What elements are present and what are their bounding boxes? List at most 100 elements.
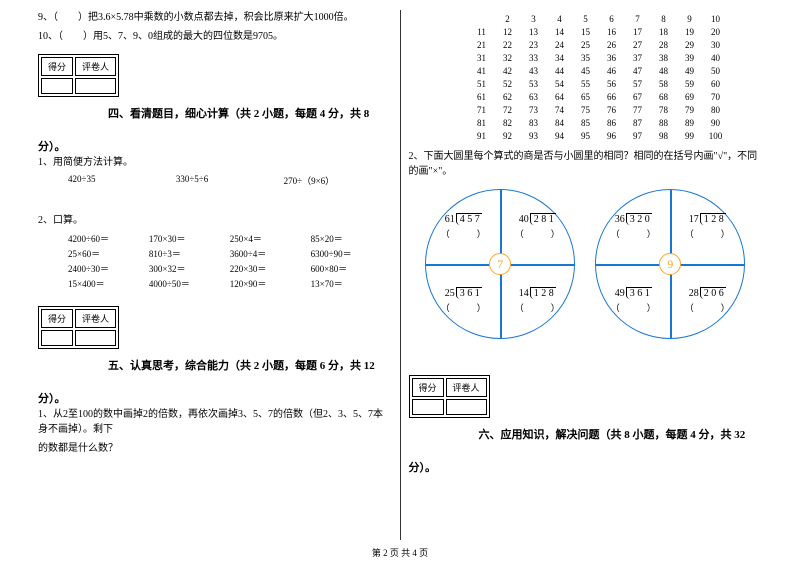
number-cell: 76 <box>599 105 625 115</box>
s5-2: 2、下面大圆里每个算式的商是否与小圆里的相同？相同的在括号内画"√"，不同的画"… <box>409 149 763 179</box>
circle-2: 9 363 2 0（ ） 171 2 8（ ） 493 6 1（ ） 282 0… <box>595 189 745 339</box>
quadrant: 253 6 1（ ） <box>426 264 500 338</box>
cell: 4200÷60＝ <box>68 232 149 245</box>
number-cell: 57 <box>625 79 651 89</box>
number-cell: 80 <box>703 105 729 115</box>
question-9: 9、（ ）把3.6×5.78中乘数的小数点都去掉，积会比原来扩大1000倍。 <box>38 10 392 25</box>
center-number-1: 7 <box>489 253 511 275</box>
calc-a: 420÷35 <box>68 174 176 187</box>
number-row: 919293949596979899100 <box>469 131 763 141</box>
number-cell: 83 <box>521 118 547 128</box>
number-cell: 56 <box>599 79 625 89</box>
answer-paren: （ ） <box>685 301 730 314</box>
number-cell: 34 <box>547 53 573 63</box>
number-cell: 12 <box>495 27 521 37</box>
number-row: 51525354555657585960 <box>469 79 763 89</box>
number-cell: 37 <box>625 53 651 63</box>
grader-cell <box>446 399 487 415</box>
division-expr: 282 0 6 <box>689 288 726 299</box>
number-row: 71727374757677787980 <box>469 105 763 115</box>
number-cell: 45 <box>573 66 599 76</box>
number-cell: 68 <box>651 92 677 102</box>
answer-paren: （ ） <box>515 301 560 314</box>
number-cell: 60 <box>703 79 729 89</box>
number-cell: 88 <box>651 118 677 128</box>
cell: 3600÷4＝ <box>230 247 311 260</box>
number-cell: 18 <box>651 27 677 37</box>
number-cell: 24 <box>547 40 573 50</box>
quadrant: 402 8 1（ ） <box>500 190 574 264</box>
cell: 2400÷30＝ <box>68 262 149 275</box>
section-4-row: 四、看清题目，细心计算（共 2 小题，每题 4 分，共 8 <box>38 106 392 123</box>
number-cell: 3 <box>521 14 547 24</box>
number-cell: 81 <box>469 118 495 128</box>
number-cell: 75 <box>573 105 599 115</box>
number-cell: 50 <box>703 66 729 76</box>
section-5-row: 五、认真思考，综合能力（共 2 小题，每题 6 分，共 12 <box>38 358 392 375</box>
number-cell: 16 <box>599 27 625 37</box>
cell: 25×60＝ <box>68 247 149 260</box>
number-row: 11121314151617181920 <box>469 27 763 37</box>
page-footer: 第 2 页 共 4 页 <box>0 546 800 559</box>
number-cell: 51 <box>469 79 495 89</box>
number-cell: 41 <box>469 66 495 76</box>
number-cell: 38 <box>651 53 677 63</box>
number-cell: 10 <box>703 14 729 24</box>
number-cell: 64 <box>547 92 573 102</box>
division-expr: 253 6 1 <box>445 288 482 299</box>
cell: 13×70＝ <box>311 277 392 290</box>
number-cell: 21 <box>469 40 495 50</box>
cell: 600×80＝ <box>311 262 392 275</box>
cell: 170×30＝ <box>149 232 230 245</box>
number-cell: 65 <box>573 92 599 102</box>
number-cell: 91 <box>469 131 495 141</box>
number-cell: 55 <box>573 79 599 89</box>
number-cell: 90 <box>703 118 729 128</box>
section-4-title: 四、看清题目，细心计算（共 2 小题，每题 4 分，共 8 <box>108 106 369 123</box>
number-cell: 95 <box>573 131 599 141</box>
center-number-2: 9 <box>659 253 681 275</box>
left-column: 9、（ ）把3.6×5.78中乘数的小数点都去掉，积会比原来扩大1000倍。 1… <box>30 10 401 540</box>
number-cell: 25 <box>573 40 599 50</box>
quadrant: 614 5 7（ ） <box>426 190 500 264</box>
question-10: 10、（ ）用5、7、9、0组成的最大的四位数是9705。 <box>38 29 392 44</box>
cell: 120×90＝ <box>230 277 311 290</box>
quadrant: 493 6 1（ ） <box>596 264 670 338</box>
number-cell: 73 <box>521 105 547 115</box>
number-row: 81828384858687888990 <box>469 118 763 128</box>
number-cell: 8 <box>651 14 677 24</box>
s4-1: 1、用简便方法计算。 <box>38 155 392 170</box>
number-cell: 20 <box>703 27 729 37</box>
number-cell: 52 <box>495 79 521 89</box>
cell: 220×30＝ <box>230 262 311 275</box>
number-cell: 46 <box>599 66 625 76</box>
number-cell: 86 <box>599 118 625 128</box>
number-cell: 69 <box>677 92 703 102</box>
number-cell: 39 <box>677 53 703 63</box>
number-cell: 79 <box>677 105 703 115</box>
score-box-5: 得分评卷人 <box>38 306 119 349</box>
oral-row-3: 2400÷30＝300×32＝220×30＝600×80＝ <box>68 262 392 275</box>
answer-paren: （ ） <box>611 301 656 314</box>
number-cell: 89 <box>677 118 703 128</box>
number-cell: 93 <box>521 131 547 141</box>
number-cell: 13 <box>521 27 547 37</box>
number-row: 31323334353637383940 <box>469 53 763 63</box>
grader-label: 评卷人 <box>75 57 116 76</box>
cell: 300×32＝ <box>149 262 230 275</box>
division-expr: 363 2 0 <box>615 214 652 225</box>
score-box-6: 得分评卷人 <box>409 375 490 418</box>
number-row: 61626364656667686970 <box>469 92 763 102</box>
number-cell: 36 <box>599 53 625 63</box>
circle-1: 7 614 5 7（ ） 402 8 1（ ） 253 6 1（ ） 141 2… <box>425 189 575 339</box>
number-cell: 54 <box>547 79 573 89</box>
calc-c: 270÷（9×6） <box>284 174 392 187</box>
number-cell: 29 <box>677 40 703 50</box>
number-cell: 22 <box>495 40 521 50</box>
right-column: 2345678910111213141516171819202122232425… <box>401 10 771 540</box>
number-cell: 17 <box>625 27 651 37</box>
cell: 85×20＝ <box>311 232 392 245</box>
cell: 6300÷90＝ <box>311 247 392 260</box>
number-cell <box>469 14 495 24</box>
answer-paren: （ ） <box>441 227 486 240</box>
